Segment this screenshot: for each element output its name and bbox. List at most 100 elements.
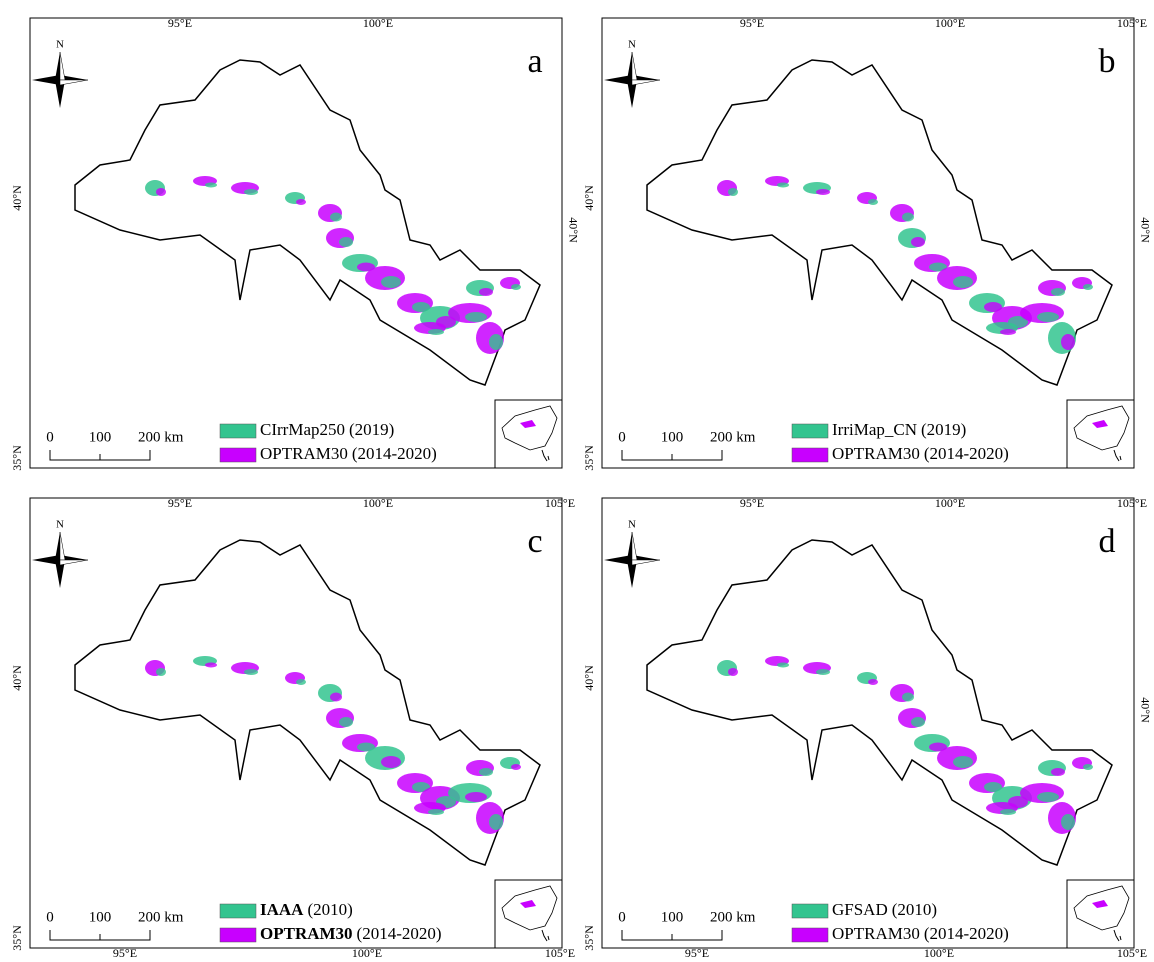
latitude-label: 40°N bbox=[1138, 697, 1152, 723]
irrigated-area bbox=[357, 742, 375, 752]
panel-letter: d bbox=[1099, 523, 1116, 560]
irrigated-area bbox=[339, 237, 353, 247]
irrigated-area bbox=[816, 189, 830, 195]
legend-label: OPTRAM30 (2014-2020) bbox=[260, 444, 437, 463]
irrigated-area bbox=[728, 668, 738, 676]
irrigated-area bbox=[1083, 764, 1093, 770]
north-arrow bbox=[604, 531, 661, 588]
irrigated-area bbox=[1061, 814, 1075, 830]
north-arrow bbox=[32, 51, 89, 108]
irrigated-area bbox=[412, 782, 430, 792]
irrigated-area bbox=[296, 199, 306, 205]
scale-bar bbox=[621, 930, 723, 941]
irrigated-area bbox=[929, 742, 947, 752]
longitude-label: 100°E bbox=[924, 946, 954, 960]
longitude-label: 95°E bbox=[740, 16, 764, 30]
compass-needle bbox=[59, 51, 66, 81]
longitude-label: 95°E bbox=[113, 946, 137, 960]
longitude-label: 100°E bbox=[363, 496, 393, 510]
latitude-label: 40°N bbox=[582, 185, 596, 211]
irrigated-area bbox=[330, 692, 342, 702]
latitude-label: 40°N bbox=[10, 665, 24, 691]
legend-label: OPTRAM30 (2014-2020) bbox=[832, 924, 1009, 943]
scale-label: 100 bbox=[661, 909, 684, 925]
irrigated-area bbox=[902, 692, 914, 702]
latitude-label: 35°N bbox=[10, 445, 24, 471]
inset-highlight bbox=[1092, 900, 1108, 908]
longitude-label: 100°E bbox=[935, 496, 965, 510]
region-outline bbox=[74, 59, 541, 386]
legend-label: GFSAD (2010) bbox=[832, 900, 937, 919]
latitude-label: 40°N bbox=[582, 665, 596, 691]
compass-needle bbox=[631, 559, 661, 566]
scale-bar bbox=[49, 930, 151, 941]
legend-swatch bbox=[219, 927, 257, 943]
latitude-label: 35°N bbox=[582, 925, 596, 951]
irrigated-area bbox=[511, 764, 521, 770]
scale-bar bbox=[621, 450, 723, 461]
irrigated-area bbox=[1000, 809, 1016, 815]
legend-period: (2019) bbox=[921, 420, 966, 439]
inset-islands bbox=[541, 929, 550, 942]
longitude-label: 95°E bbox=[168, 496, 192, 510]
region-outline bbox=[74, 539, 541, 866]
irrigated-area bbox=[244, 189, 258, 195]
north-label: N bbox=[56, 519, 64, 531]
panel-letter: a bbox=[527, 43, 542, 80]
legend-swatch bbox=[791, 447, 829, 463]
panel-frame bbox=[29, 497, 563, 949]
longitude-label: 100°E bbox=[352, 946, 382, 960]
compass-needle bbox=[59, 559, 89, 566]
irrigated-area bbox=[205, 662, 217, 668]
irrigated-area bbox=[465, 312, 487, 322]
legend-period: (2019) bbox=[349, 420, 394, 439]
legend-period: (2014-2020) bbox=[924, 924, 1009, 943]
irrigated-area bbox=[1051, 768, 1065, 776]
irrigated-area bbox=[296, 679, 306, 685]
legend-swatch bbox=[219, 423, 257, 439]
legend-name: GFSAD bbox=[832, 900, 888, 919]
north-arrow bbox=[604, 51, 661, 108]
scale-label: 200 km bbox=[138, 909, 184, 925]
irrigated-area bbox=[357, 262, 375, 272]
legend-label: IrriMap_CN (2019) bbox=[832, 420, 966, 439]
inset-islands bbox=[541, 449, 550, 462]
legend-period: (2010) bbox=[892, 900, 937, 919]
legend-name: OPTRAM30 bbox=[832, 444, 920, 463]
irrigated-area bbox=[156, 188, 166, 196]
irrigated-area bbox=[728, 188, 738, 196]
legend-name: IrriMap_CN bbox=[832, 420, 917, 439]
scale-label: 0 bbox=[618, 429, 626, 445]
irrigated-area bbox=[984, 302, 1002, 312]
latitude-label: 40°N bbox=[566, 217, 580, 243]
inset-map bbox=[1073, 885, 1130, 931]
scale-label: 200 km bbox=[710, 429, 756, 445]
inset-highlight bbox=[1092, 420, 1108, 428]
legend-name: IAAA bbox=[260, 900, 304, 919]
legend-period: (2014-2020) bbox=[357, 924, 442, 943]
scale-bar bbox=[49, 450, 151, 461]
panel-frame bbox=[29, 17, 563, 469]
irrigated-area bbox=[953, 756, 973, 768]
region-outline bbox=[646, 539, 1113, 866]
irrigated-area bbox=[911, 237, 925, 247]
inset-islands bbox=[1113, 929, 1122, 942]
scale-label: 100 bbox=[661, 429, 684, 445]
north-arrow bbox=[32, 531, 89, 588]
irrigated-area bbox=[339, 717, 353, 727]
legend-label: IAAA (2010) bbox=[260, 900, 353, 919]
legend-swatch bbox=[791, 927, 829, 943]
irrigated-area bbox=[1051, 288, 1065, 296]
irrigated-area bbox=[1037, 312, 1059, 322]
legend-label: CIrrMap250 (2019) bbox=[260, 420, 394, 439]
inset-islands bbox=[1113, 449, 1122, 462]
legend-name: OPTRAM30 bbox=[260, 444, 348, 463]
longitude-label: 105°E bbox=[545, 946, 575, 960]
scale-label: 200 km bbox=[710, 909, 756, 925]
longitude-label: 105°E bbox=[1117, 496, 1147, 510]
compass-needle bbox=[59, 531, 66, 561]
irrigated-area bbox=[205, 182, 217, 188]
